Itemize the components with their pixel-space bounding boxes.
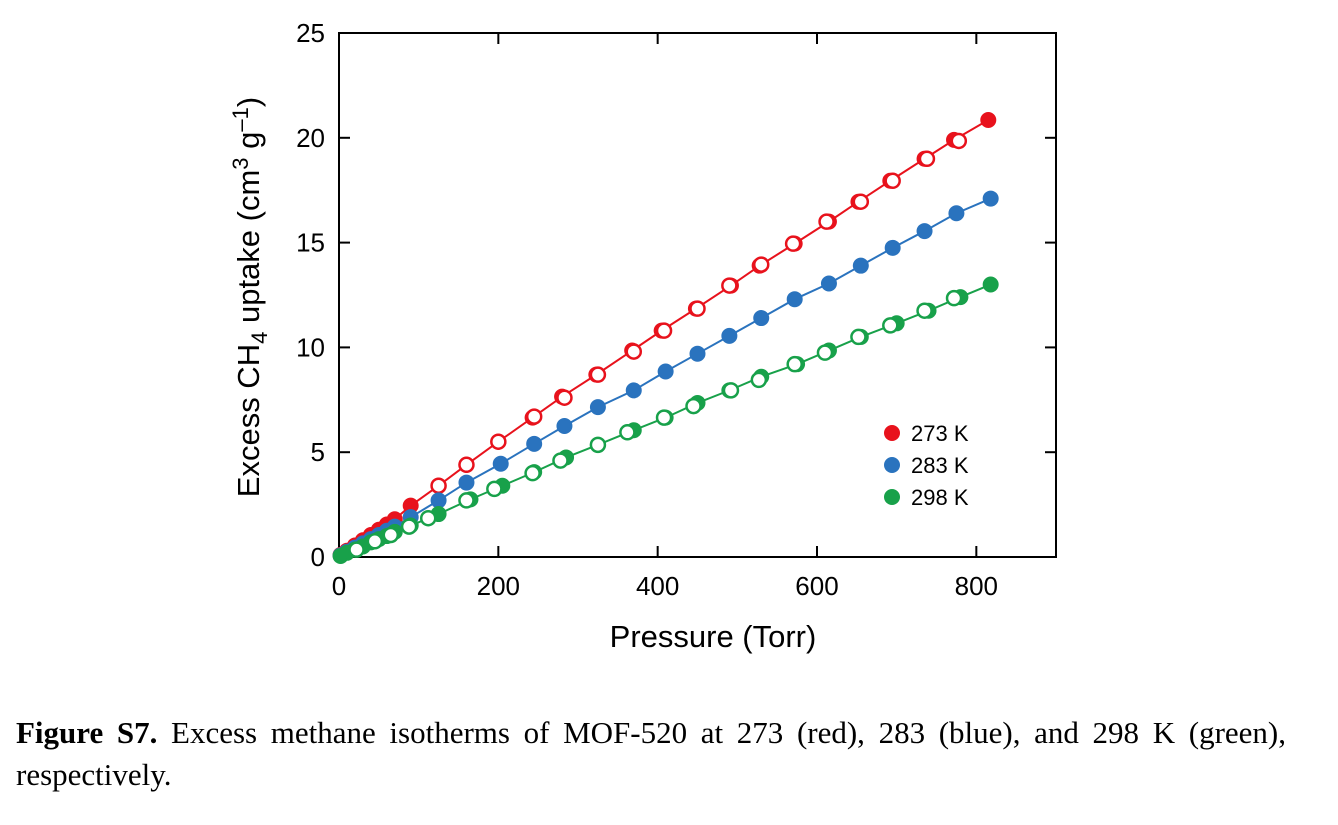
desorption-point <box>366 533 384 550</box>
adsorption-point <box>556 418 573 434</box>
desorption-point <box>525 408 543 425</box>
desorption-point <box>685 397 702 415</box>
adsorption-point <box>589 399 606 416</box>
adsorption-point <box>786 291 803 308</box>
desorption-point <box>918 150 936 168</box>
legend-marker-298 <box>884 489 900 505</box>
legend-marker-283 <box>884 457 900 473</box>
adsorption-point <box>430 492 447 509</box>
desorption-point <box>882 317 899 334</box>
desorption-point <box>916 302 933 319</box>
adsorption-point <box>982 190 999 207</box>
desorption-point <box>556 389 573 406</box>
adsorption-point <box>657 363 674 380</box>
desorption-point <box>382 526 400 544</box>
desorption-point <box>655 409 673 426</box>
legend-label-273: 273 K <box>911 421 969 446</box>
desorption-point <box>950 132 968 150</box>
desorption-point <box>486 480 503 498</box>
axis-ticks <box>338 32 1056 558</box>
x-tick-label: 800 <box>955 571 998 601</box>
adsorption-point <box>721 327 738 344</box>
x-axis-label: Pressure (Torr) <box>610 619 817 654</box>
tick-labels: 0 200 400 600 800 0 5 10 15 20 25 <box>296 18 998 601</box>
adsorption-point <box>753 310 770 327</box>
x-tick-label: 0 <box>332 571 346 601</box>
plot-frame <box>338 32 1057 558</box>
desorption-point <box>400 518 418 535</box>
desorption-point <box>816 344 834 361</box>
desorption-point <box>852 193 870 210</box>
desorption-point <box>850 328 867 346</box>
y-tick-label: 0 <box>311 542 325 572</box>
adsorption-point <box>689 345 706 362</box>
adsorption-point <box>948 205 965 222</box>
legend: 273 K 283 K 298 K <box>884 421 969 510</box>
adsorption-point <box>980 111 997 128</box>
desorption-point <box>430 477 447 494</box>
x-tick-label: 400 <box>636 571 679 601</box>
adsorption-point <box>492 455 509 472</box>
desorption-point <box>589 436 607 454</box>
desorption-point <box>689 300 706 317</box>
legend-marker-273 <box>884 425 900 441</box>
series-298k <box>332 276 999 564</box>
desorption-point <box>625 343 643 360</box>
x-tick-label: 200 <box>477 571 520 601</box>
adsorption-point <box>982 276 999 293</box>
desorption-point <box>721 277 738 294</box>
desorption-point <box>786 355 803 373</box>
x-tick-label: 600 <box>795 571 838 601</box>
desorption-point <box>348 541 365 558</box>
adsorption-point <box>852 257 869 274</box>
desorption-point <box>784 235 802 252</box>
desorption-point <box>818 213 835 230</box>
adsorption-point <box>458 474 475 491</box>
desorption-point <box>419 509 437 527</box>
adsorption-point <box>526 435 543 452</box>
y-tick-label: 5 <box>311 437 325 467</box>
desorption-point <box>655 322 673 339</box>
y-tick-label: 20 <box>296 123 325 153</box>
adsorption-point <box>625 382 642 399</box>
adsorption-point <box>884 239 901 256</box>
series-283k <box>332 190 999 564</box>
caption-label: Figure S7. <box>16 715 158 750</box>
desorption-point <box>750 371 768 389</box>
legend-label-283: 283 K <box>911 453 969 478</box>
adsorption-point <box>916 223 933 240</box>
desorption-point <box>884 172 901 190</box>
desorption-point <box>458 456 475 474</box>
y-axis-label: Excess CH4 uptake (cm3 g–1) <box>228 97 272 497</box>
legend-label-298: 298 K <box>911 485 969 510</box>
desorption-point <box>458 492 475 509</box>
desorption-point <box>619 424 636 441</box>
figure-caption: Figure S7. Excess methane isotherms of M… <box>16 712 1286 796</box>
adsorption-point <box>820 275 837 292</box>
desorption-point <box>722 382 740 399</box>
desorption-point <box>552 452 569 469</box>
data-series <box>332 111 999 564</box>
desorption-point <box>490 433 507 450</box>
y-tick-label: 15 <box>296 228 325 258</box>
desorption-point <box>589 366 607 383</box>
y-tick-label: 25 <box>296 18 325 48</box>
y-tick-label: 10 <box>296 332 325 362</box>
caption-text: Excess methane isotherms of MOF-520 at 2… <box>16 715 1286 792</box>
desorption-point <box>945 289 963 307</box>
desorption-point <box>752 256 770 273</box>
desorption-point <box>524 464 541 482</box>
